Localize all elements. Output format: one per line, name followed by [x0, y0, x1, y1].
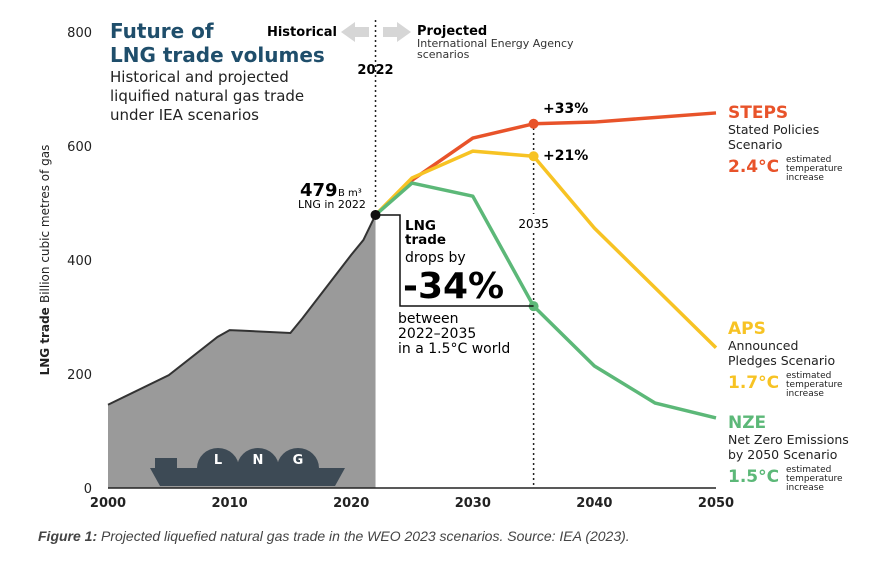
ship-tank [277, 448, 319, 468]
legend-steps-temp: 2.4°C [728, 157, 779, 177]
historical-line [107, 214, 377, 406]
value-2022: 479 [300, 180, 338, 201]
arrow-right-icon [383, 22, 411, 42]
caption-label: Figure 1: [38, 528, 98, 544]
steps-change-label: +33% [543, 101, 588, 117]
legend-steps-desc: Stated Policies [728, 122, 819, 137]
y-axis-label: LNG trade Billion cubic metres of gas [38, 145, 52, 376]
legend-aps-temp-note: increase [786, 389, 824, 399]
x-tick-label: 2030 [455, 496, 491, 511]
drop-sublabel: in a 1.5°C world [398, 341, 510, 357]
legend-nze-temp: 1.5°C [728, 467, 779, 487]
legend-aps-desc: Pledges Scenario [728, 353, 835, 368]
legend-aps-temp: 1.7°C [728, 373, 779, 393]
legend-steps-temp-note: temperature [786, 164, 843, 174]
figure-caption: Figure 1: Projected liquefied natural ga… [38, 528, 630, 544]
drop-title: LNG [405, 218, 436, 234]
y-tick-label: 400 [67, 254, 92, 269]
legend-steps-name: STEPS [728, 103, 788, 123]
x-tick-label: 2050 [698, 496, 734, 511]
chart-title: LNG trade volumes [110, 43, 325, 67]
chart-subtitle: liquified natural gas trade [110, 87, 304, 105]
arrow-left-icon [341, 22, 369, 42]
drop-sublabel: between [398, 311, 459, 327]
legend-steps-temp-note: estimated [786, 155, 831, 165]
value-unit: B m³ [338, 188, 362, 199]
legend-nze-temp-note: estimated [786, 465, 831, 475]
drop-title: trade [405, 232, 446, 248]
projected-sublabel: scenarios [417, 48, 470, 61]
y-tick-label: 800 [67, 26, 92, 41]
y-tick-label: 600 [67, 140, 92, 155]
y-tick-label: 0 [84, 482, 92, 497]
value-2022-label: LNG in 2022 [298, 198, 366, 211]
legend-steps-desc: Scenario [728, 137, 782, 152]
drop-by-label: drops by [405, 250, 466, 266]
caption-text: Projected liquefied natural gas trade in… [97, 528, 630, 544]
ship-tank [237, 448, 279, 468]
aps-change-label: +21% [543, 148, 588, 164]
legend-nze-desc: Net Zero Emissions [728, 432, 849, 447]
legend-aps-desc: Announced [728, 338, 798, 353]
projected-sublabel: International Energy Agency [417, 37, 574, 50]
x-tick-label: 2020 [333, 496, 369, 511]
legend-nze-temp-note: increase [786, 483, 824, 493]
legend-aps-temp-note: temperature [786, 380, 843, 390]
y-tick-label: 200 [67, 368, 92, 383]
ship-tank [197, 448, 239, 468]
point-2035-steps [528, 118, 539, 129]
historical-label: Historical [267, 25, 337, 40]
series-line-aps [374, 149, 718, 350]
ship-hull [150, 468, 345, 486]
year-2022-label: 2022 [357, 63, 393, 78]
legend-nze-temp-note: temperature [786, 474, 843, 484]
ship-bridge [155, 458, 177, 468]
legend-steps-temp-note: increase [786, 173, 824, 183]
x-tick-label: 2010 [212, 496, 248, 511]
drop-bracket [375, 214, 534, 307]
ship-letter: N [253, 453, 264, 468]
x-tick-label: 2000 [90, 496, 126, 511]
legend-aps-temp-note: estimated [786, 371, 831, 381]
x-tick-label: 2040 [576, 496, 612, 511]
year-2035-label: 2035 [518, 217, 549, 231]
chart-subtitle: Historical and projected [110, 68, 289, 86]
historical-area [108, 214, 376, 488]
legend-nze-desc: by 2050 Scenario [728, 447, 837, 462]
ship-letter: G [293, 453, 304, 468]
drop-sublabel: 2022–2035 [398, 326, 476, 342]
projected-label: Projected [417, 24, 487, 39]
chart-title: Future of [110, 19, 214, 43]
drop-value: -34% [403, 266, 504, 307]
legend-nze-name: NZE [728, 413, 766, 433]
chart-subtitle: under IEA scenarios [110, 106, 259, 124]
point-2035-aps [528, 151, 539, 162]
legend-aps-name: APS [728, 319, 766, 339]
ship-letter: L [214, 453, 222, 468]
label-bg [513, 214, 554, 232]
